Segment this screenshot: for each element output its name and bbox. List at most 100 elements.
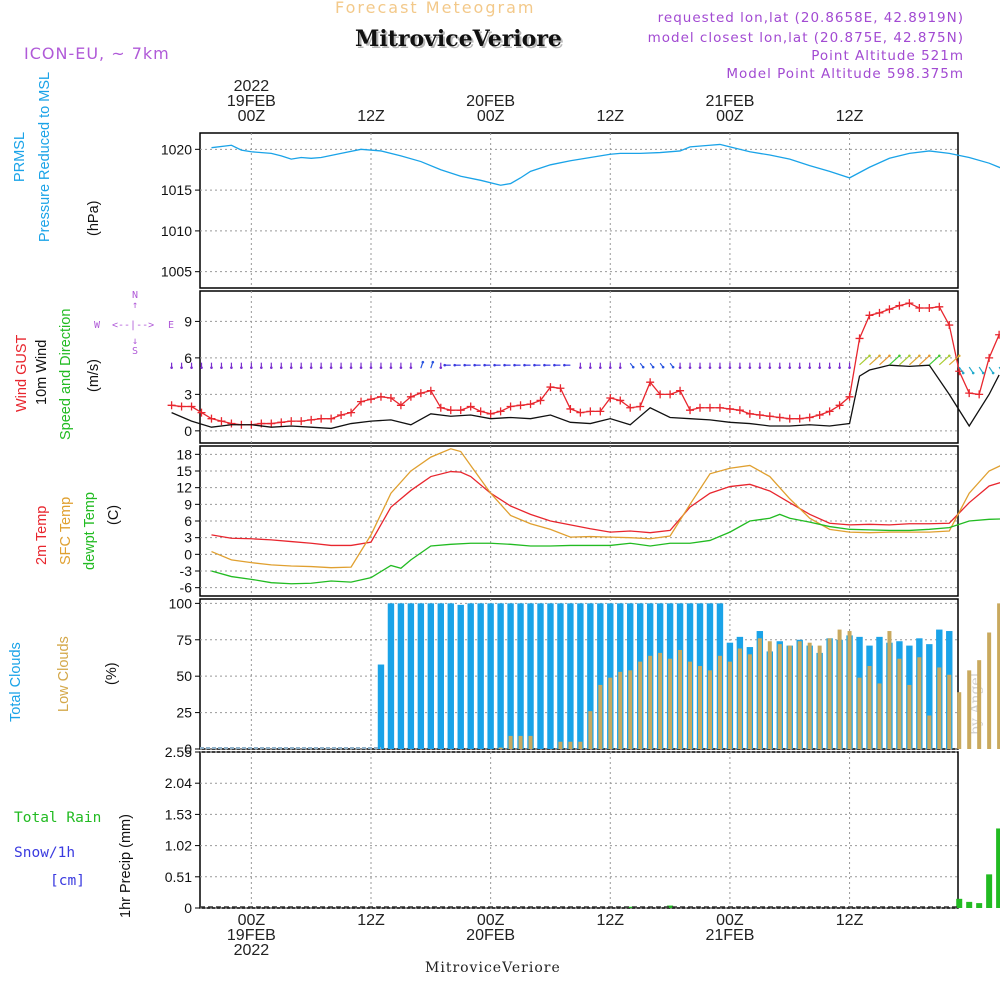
low-cloud-bar [648,655,653,749]
precip-ytick-label: 0 [184,900,192,916]
wind-direction-arrowhead [439,366,443,369]
precip-legend-snow: Snow/1h [14,845,76,861]
gust-marker [676,386,685,395]
wind-direction-arrowhead [270,366,273,369]
wind-direction-arrowhead [493,363,496,367]
temp-2m-line [211,470,1000,547]
wind-direction-arrowhead [409,366,413,369]
wind-direction-arrow [859,355,870,366]
gust-marker [905,299,914,308]
gust-marker [656,390,665,399]
gust-marker [526,400,535,409]
low-cloud-bar [777,644,782,749]
wind-direction-arrowhead [523,363,526,367]
gust-marker [616,396,625,405]
total-cloud-bar [547,603,554,749]
low-cloud-bar [628,670,633,749]
wind-direction-arrowhead [260,366,263,369]
wind-direction-arrowhead [828,366,831,369]
wind-direction-arrowhead [309,366,313,369]
wind-direction-arrowhead [928,354,931,358]
wind-direction-arrowhead [473,363,476,367]
total-cloud-bar [467,603,474,749]
gust-marker [187,402,196,411]
wind-direction-arrowhead [981,371,985,375]
gust-marker [626,403,635,412]
total-cloud-bar [557,603,564,749]
wind-direction-arrowhead [599,366,602,369]
temp-sfc-line [211,448,1000,569]
time-label-top: 19FEB [227,93,276,110]
gust-marker [506,402,515,411]
wind-direction-arrowhead [818,366,821,369]
time-label-bottom: 21FEB [705,927,754,944]
time-label-top: 20FEB [466,93,515,110]
wind-direction-arrowhead [798,366,802,369]
low-cloud-bar [827,638,832,749]
total-cloud-bar [487,603,494,749]
low-cloud-bar [618,671,623,749]
low-cloud-bar [877,683,882,749]
wind-direction-arrowhead [579,366,582,369]
gust-marker [666,390,675,399]
wind-direction-arrowhead [918,354,921,358]
low-cloud-bar [957,692,962,749]
low-cloud-bar [608,677,613,749]
point-altitude: Point Altitude 521m [811,48,964,64]
gust-marker [705,403,714,412]
precip-bar [976,903,983,908]
temp-ytick-label: 0 [184,546,192,562]
gust-marker [267,419,276,428]
low-cloud-bar [897,658,902,749]
wind-direction-arrowhead [220,366,223,369]
gust-marker [436,403,445,412]
total-cloud-bar [517,603,524,749]
compass-arrow-up: ↑ [132,300,139,311]
low-cloud-bar [678,649,683,749]
wind-direction-arrowhead [698,366,702,369]
wind-direction-arrowhead [170,366,173,369]
wind-direction-arrowhead [200,366,203,369]
gust-marker [895,301,904,310]
precip-ytick-label: 2.04 [165,775,192,791]
gust-marker [396,401,405,410]
wind-direction-arrowhead [651,365,655,369]
total-cloud-bar [477,603,484,749]
wind-direction-arrowhead [503,363,506,367]
precip-bar [986,874,993,908]
total-cloud-bar [577,603,584,749]
low-cloud-bar [707,670,712,749]
precip-panel-frame [199,751,959,909]
gust-marker [227,419,236,428]
time-label-bottom: 00Z [238,912,266,929]
gust-marker [337,411,346,420]
gust-marker [845,392,854,401]
low-cloud-bar [847,631,852,749]
total-cloud-bar [377,664,385,749]
low-cloud-bar [857,677,862,749]
clouds-ytick-label: 100 [169,595,193,611]
gust-marker [307,415,316,424]
wind-direction-arrowhead [671,365,675,369]
gust-marker [875,308,884,317]
total-cloud-bar [537,603,544,749]
model-altitude: Model Point Altitude 598.375m [726,66,964,82]
gust-marker [825,407,834,416]
total-cloud-bar [567,603,574,749]
requested-coords: requested lon,lat (20.8658E, 42.8919N) [657,10,964,26]
wind-direction-arrowhead [718,366,722,369]
gust-marker [297,417,306,426]
total-cloud-bar [587,603,594,749]
wind-direction-arrowhead [399,366,403,369]
wind-direction-arrowhead [329,366,333,369]
gust-marker [606,394,615,403]
wind-direction-arrowhead [888,354,891,358]
total-cloud-bar [437,603,444,749]
pressure-ytick-label: 1015 [161,182,192,198]
total-cloud-bar [926,644,933,749]
gust-marker [935,302,944,311]
precip-bar [966,901,973,908]
temp-ytick-label: 9 [184,496,192,512]
wind-direction-arrowhead [379,366,383,369]
